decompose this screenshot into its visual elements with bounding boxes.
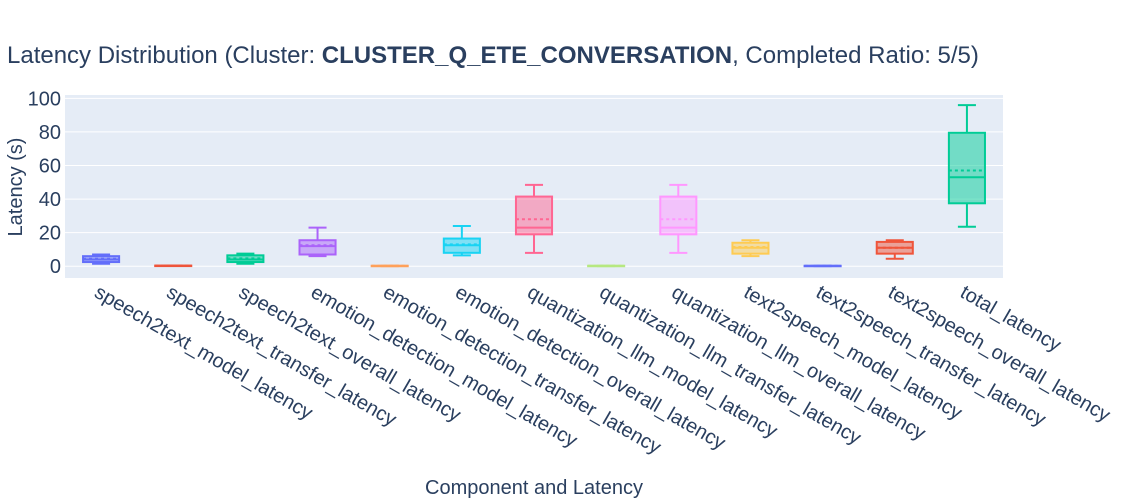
x-axis-title: Component and Latency: [425, 477, 643, 499]
box-total_latency[interactable]: [947, 104, 986, 228]
x-tick-layer: speech2text_model_latencyspeech2text_tra…: [91, 281, 1114, 458]
iqr-box: [298, 239, 337, 256]
y-tick-label: 40: [39, 189, 61, 211]
box-emotion_detection_model_latency[interactable]: [298, 226, 337, 258]
box-quantization_llm_transfer_latency[interactable]: [587, 264, 626, 268]
y-tick-label: 80: [39, 122, 61, 144]
y-tick-layer: 0 20 40 60 80 100: [28, 88, 61, 278]
iqr-box: [947, 131, 986, 205]
box-quantization_llm_model_latency[interactable]: [514, 183, 554, 254]
chart-title-cluster: CLUSTER_Q_ETE_CONVERSATION: [321, 42, 733, 69]
y-tick-label: 20: [39, 223, 61, 245]
box-layer: [82, 104, 986, 268]
box-text2speech_transfer_latency[interactable]: [803, 264, 842, 268]
box-text2speech_overall_latency[interactable]: [875, 239, 914, 260]
chart-title-prefix: Latency Distribution (Cluster:: [7, 42, 322, 69]
y-tick-label: 60: [39, 156, 61, 178]
box-text2speech_model_latency[interactable]: [731, 239, 770, 258]
box-quantization_llm_overall_latency[interactable]: [659, 183, 698, 254]
box-emotion_detection_overall_latency[interactable]: [442, 224, 481, 257]
iqr-box: [659, 195, 698, 236]
y-axis-title: Latency (s): [5, 138, 27, 237]
iqr-box: [514, 195, 554, 236]
y-tick-label: 100: [28, 88, 61, 110]
box-emotion_detection_transfer_latency[interactable]: [370, 264, 409, 268]
y-tick-label: 0: [50, 256, 61, 278]
box-speech2text_model_latency[interactable]: [82, 253, 121, 265]
chart-title: Latency Distribution (Cluster: CLUSTER_Q…: [7, 42, 979, 70]
box-speech2text_overall_latency[interactable]: [226, 252, 265, 265]
box-speech2text_transfer_latency[interactable]: [154, 264, 193, 268]
chart-title-suffix: , Completed Ratio: 5/5): [732, 42, 979, 69]
